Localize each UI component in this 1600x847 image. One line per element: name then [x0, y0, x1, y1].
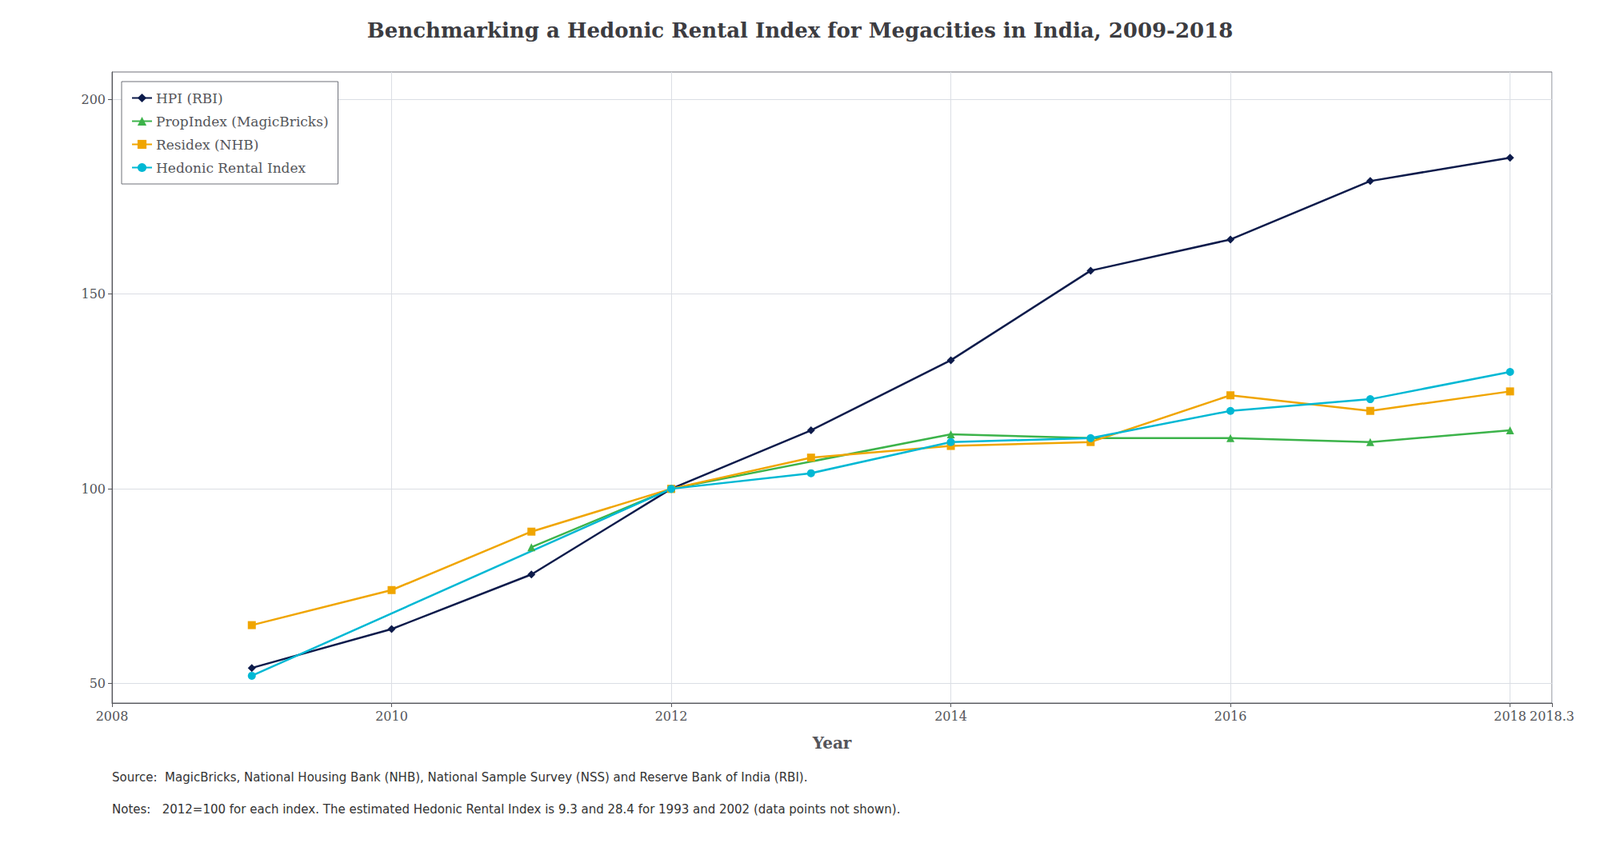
svg-text:2012: 2012	[655, 708, 688, 724]
svg-text:2010: 2010	[375, 708, 408, 724]
svg-text:Source: MagicBricks, National: Source: MagicBricks, National Housing Ba…	[112, 770, 808, 785]
svg-text:Residex (NHB): Residex (NHB)	[156, 136, 259, 153]
svg-text:100: 100	[80, 481, 106, 497]
svg-text:150: 150	[80, 286, 106, 302]
svg-text:2018: 2018	[1493, 708, 1527, 724]
svg-text:Notes: 2012=100 for each ind: Notes: 2012=100 for each index. The esti…	[112, 802, 900, 817]
svg-text:2016: 2016	[1214, 708, 1248, 724]
svg-text:50: 50	[89, 676, 106, 692]
svg-text:PropIndex (MagicBricks): PropIndex (MagicBricks)	[156, 113, 329, 130]
svg-text:HPI (RBI): HPI (RBI)	[156, 90, 224, 107]
svg-text:Benchmarking a Hedonic Rental: Benchmarking a Hedonic Rental Index for …	[367, 18, 1233, 43]
svg-text:2014: 2014	[934, 708, 968, 724]
svg-text:200: 200	[80, 92, 106, 108]
svg-text:2008: 2008	[96, 708, 129, 724]
svg-text:Hedonic Rental Index: Hedonic Rental Index	[156, 160, 307, 176]
svg-text:2018.3: 2018.3	[1529, 708, 1575, 724]
svg-text:Year: Year	[812, 733, 852, 753]
